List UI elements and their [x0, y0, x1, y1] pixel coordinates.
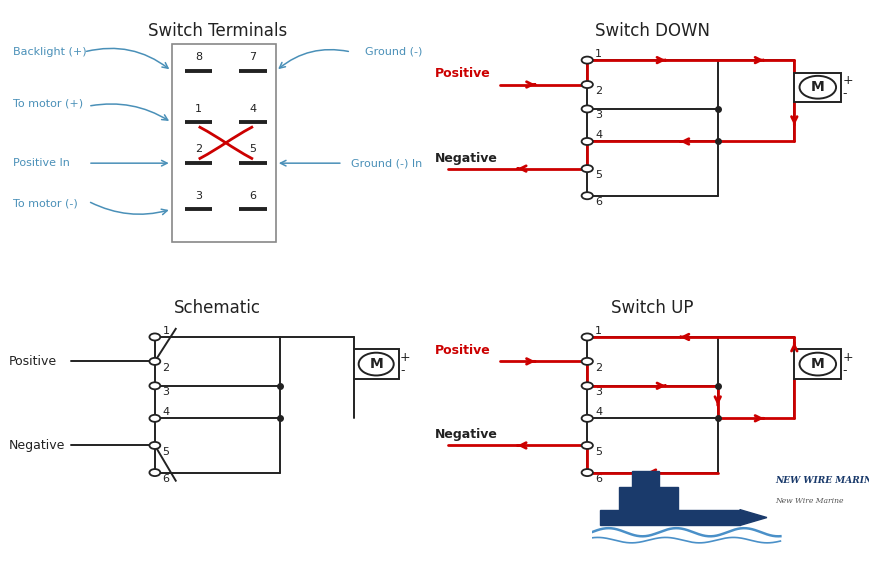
Text: Ground (-): Ground (-): [364, 47, 421, 57]
Circle shape: [581, 415, 593, 422]
Text: 1: 1: [594, 49, 601, 59]
Text: 4: 4: [594, 130, 601, 140]
Text: 1: 1: [163, 325, 169, 336]
Text: Negative: Negative: [434, 151, 497, 164]
Text: To motor (+): To motor (+): [13, 98, 83, 108]
Text: Negative: Negative: [434, 428, 497, 441]
Circle shape: [581, 106, 593, 112]
Text: M: M: [368, 357, 382, 371]
Polygon shape: [618, 487, 677, 510]
Circle shape: [149, 383, 160, 389]
Text: 4: 4: [163, 407, 169, 417]
Circle shape: [581, 81, 593, 88]
Circle shape: [149, 358, 160, 365]
Circle shape: [581, 333, 593, 341]
Text: Ground (-) In: Ground (-) In: [350, 158, 421, 168]
Polygon shape: [599, 510, 739, 525]
Circle shape: [581, 165, 593, 172]
Text: Schematic: Schematic: [174, 299, 261, 317]
Text: 2: 2: [594, 363, 601, 373]
Text: 5: 5: [594, 170, 601, 180]
Text: +: +: [842, 351, 852, 364]
Text: 6: 6: [163, 474, 169, 484]
Text: 6: 6: [249, 190, 256, 201]
Text: M: M: [810, 357, 824, 371]
Circle shape: [581, 192, 593, 199]
FancyBboxPatch shape: [353, 349, 398, 379]
Text: 4: 4: [249, 104, 256, 114]
Text: 1: 1: [195, 104, 202, 114]
Text: 4: 4: [594, 407, 601, 417]
Circle shape: [581, 469, 593, 476]
Text: +: +: [400, 351, 410, 364]
Polygon shape: [739, 510, 766, 525]
Text: 2: 2: [594, 86, 601, 96]
Text: 3: 3: [594, 387, 601, 397]
Text: 6: 6: [594, 474, 601, 484]
Text: 3: 3: [195, 190, 202, 201]
Text: 5: 5: [249, 145, 256, 154]
Text: NEW WIRE MARINE: NEW WIRE MARINE: [774, 476, 869, 485]
Text: 1: 1: [594, 325, 601, 336]
Text: Negative: Negative: [9, 439, 65, 452]
Text: Positive: Positive: [434, 67, 490, 80]
Circle shape: [581, 442, 593, 449]
Circle shape: [149, 442, 160, 449]
Text: New Wire Marine: New Wire Marine: [774, 497, 843, 505]
Text: To motor (-): To motor (-): [13, 199, 77, 209]
Text: 5: 5: [594, 447, 601, 457]
Text: Switch DOWN: Switch DOWN: [594, 22, 709, 40]
Circle shape: [149, 333, 160, 341]
Circle shape: [149, 415, 160, 422]
Text: Positive: Positive: [434, 344, 490, 357]
Text: Positive: Positive: [9, 355, 56, 368]
Circle shape: [149, 469, 160, 476]
Text: Switch UP: Switch UP: [611, 299, 693, 317]
Circle shape: [581, 56, 593, 64]
Bar: [171, 44, 275, 242]
Text: 3: 3: [594, 110, 601, 120]
Text: 7: 7: [249, 53, 256, 62]
Text: -: -: [842, 364, 846, 377]
FancyBboxPatch shape: [793, 349, 840, 379]
Text: 8: 8: [195, 53, 202, 62]
Text: +: +: [842, 74, 852, 87]
Text: 5: 5: [163, 447, 169, 457]
Text: -: -: [842, 88, 846, 101]
Circle shape: [581, 138, 593, 145]
FancyBboxPatch shape: [793, 72, 840, 102]
Text: 2: 2: [195, 145, 202, 154]
Text: M: M: [810, 80, 824, 94]
Text: Positive In: Positive In: [13, 158, 70, 168]
Polygon shape: [631, 471, 659, 487]
Text: Switch Terminals: Switch Terminals: [148, 22, 287, 40]
Text: 6: 6: [594, 197, 601, 207]
Text: Backlight (+): Backlight (+): [13, 47, 86, 57]
Text: 3: 3: [163, 387, 169, 397]
Circle shape: [581, 383, 593, 389]
Circle shape: [581, 358, 593, 365]
Text: 2: 2: [163, 363, 169, 373]
Text: -: -: [400, 364, 404, 377]
